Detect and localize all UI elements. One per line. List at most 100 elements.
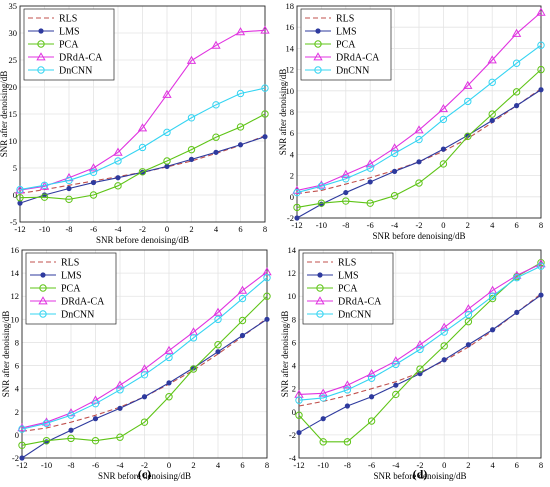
y-tick-label: 5 (13, 163, 17, 173)
y-tick-label: 2 (292, 384, 296, 394)
y-tick-label: 12 (288, 268, 297, 278)
legend-label: DRdA-CA (338, 297, 382, 308)
y-tick-label: 30 (9, 28, 18, 38)
y-axis-label: SNR after denoising/dB (1, 311, 11, 398)
legend-label: LMS (338, 271, 359, 282)
x-tick-label: -6 (92, 460, 99, 470)
legend-label: LMS (336, 27, 357, 38)
y-tick-label: -5 (10, 217, 17, 227)
chart-panel-c: -12 -10 -8 -6 -4 -2 0 2 4 6 8 -2 0 2 4 6 8 10 12 14 16 SNR be… (1, 245, 272, 481)
x-tick-label: 6 (240, 460, 244, 470)
axes-frame (296, 5, 542, 219)
x-tick-label: -4 (392, 460, 400, 470)
x-tick-label: -10 (318, 460, 329, 470)
x-tick-label: 6 (515, 460, 519, 470)
y-tick-label: 6 (290, 128, 294, 138)
x-axis-label: SNR before denoising/dB (98, 471, 191, 481)
x-tick-label: 0 (167, 460, 171, 470)
x-tick-label: 2 (191, 460, 195, 470)
legend: RLS LMS PCA DRdA-CA DnCNN (300, 8, 392, 81)
series-markers-dncnn (293, 41, 545, 197)
series-markers-dncnn (18, 274, 271, 433)
y-tick-label: 0 (13, 190, 17, 200)
x-tick-label: 2 (466, 460, 470, 470)
series-markers-pca (293, 65, 545, 212)
series-line-dncnn (298, 265, 542, 401)
y-tick-label: 8 (15, 337, 19, 347)
x-tick-label: -12 (14, 224, 25, 234)
x-tick-label: 0 (165, 224, 169, 234)
y-tick-label: 4 (290, 149, 295, 159)
y-axis-label: SNR after denoising/dB (278, 69, 288, 156)
series-line-drda-ca (19, 29, 266, 191)
x-tick-label: 2 (466, 220, 470, 230)
y-tick-label: 2 (15, 407, 19, 417)
series-markers-lms (19, 316, 270, 461)
legend-label: DnCNN (61, 310, 94, 321)
x-tick-label: -8 (67, 460, 74, 470)
y-tick-label: 18 (286, 1, 295, 11)
legend-label: DnCNN (338, 310, 371, 321)
x-tick-label: -4 (116, 460, 124, 470)
legend-label: DRdA-CA (59, 53, 103, 64)
legend-label: RLS (338, 258, 356, 269)
x-tick-label: 8 (539, 220, 543, 230)
chart-panel-d: -12 -10 -8 -6 -4 -2 0 2 4 6 8 -4 -2 0 2 4 6 8 10 12 14 SNR be… (280, 245, 546, 481)
x-tick-label: -10 (39, 224, 50, 234)
y-tick-label: 14 (286, 43, 295, 53)
y-tick-label: 16 (11, 245, 20, 255)
x-tick-label: 2 (189, 224, 193, 234)
panel-caption: (d) (413, 467, 428, 481)
x-tick-label: -2 (416, 460, 423, 470)
y-axis-label: SNR after denoising/dB (280, 311, 290, 398)
legend-label: RLS (59, 14, 77, 25)
x-axis-label: SNR before denoising/dB (374, 471, 467, 481)
x-tick-label: -6 (367, 220, 374, 230)
y-axis-label: SNR after denoising/dB (0, 71, 9, 158)
y-tick-label: -4 (289, 453, 297, 463)
x-tick-label: 0 (441, 220, 445, 230)
y-tick-label: 8 (292, 314, 296, 324)
x-tick-label: -10 (41, 460, 52, 470)
y-tick-label: 15 (9, 109, 18, 119)
x-tick-label: -8 (342, 220, 349, 230)
series-line-rls (21, 317, 268, 432)
series-line-pca (19, 113, 266, 200)
x-tick-label: 0 (442, 460, 446, 470)
legend: RLS LMS PCA DRdA-CA DnCNN (25, 252, 117, 325)
y-tick-label: 25 (9, 55, 18, 65)
x-tick-label: -6 (368, 460, 375, 470)
chart-panel-b: -12 -10 -8 -6 -4 -2 0 2 4 6 8 -2 0 2 4 6 8 10 12 14 16 18 SNR … (278, 1, 546, 265)
y-tick-label: 16 (286, 22, 295, 32)
series-markers-pca (18, 292, 271, 449)
y-tick-label: 35 (9, 1, 18, 11)
x-tick-label: 8 (539, 460, 543, 470)
x-axis-label: SNR before denoising/dB (373, 231, 466, 241)
x-tick-label: -8 (344, 460, 351, 470)
y-tick-label: 20 (9, 82, 18, 92)
x-tick-label: -10 (316, 220, 327, 230)
y-tick-label: 12 (11, 291, 20, 301)
x-tick-label: -4 (114, 224, 122, 234)
y-tick-label: 10 (288, 291, 297, 301)
legend-label: PCA (336, 40, 356, 51)
legend-label: DnCNN (59, 66, 92, 77)
x-tick-label: -12 (16, 460, 27, 470)
x-tick-label: -12 (291, 220, 302, 230)
x-tick-label: -4 (391, 220, 399, 230)
y-tick-label: 10 (11, 314, 20, 324)
x-axis-label: SNR before denoising/dB (96, 235, 189, 245)
y-tick-label: 10 (9, 136, 18, 146)
y-tick-label: 12 (286, 65, 295, 75)
series-line-pca (296, 69, 542, 208)
legend-label: DRdA-CA (336, 53, 380, 64)
y-tick-label: 6 (15, 361, 19, 371)
y-tick-label: 0 (290, 192, 294, 202)
series-line-drda-ca (296, 11, 542, 191)
series-line-rls (296, 88, 542, 195)
series-markers-lms (296, 292, 544, 436)
legend: RLS LMS PCA DRdA-CA DnCNN (23, 8, 115, 81)
panel-caption: (c) (138, 467, 151, 481)
y-tick-label: 0 (292, 407, 296, 417)
